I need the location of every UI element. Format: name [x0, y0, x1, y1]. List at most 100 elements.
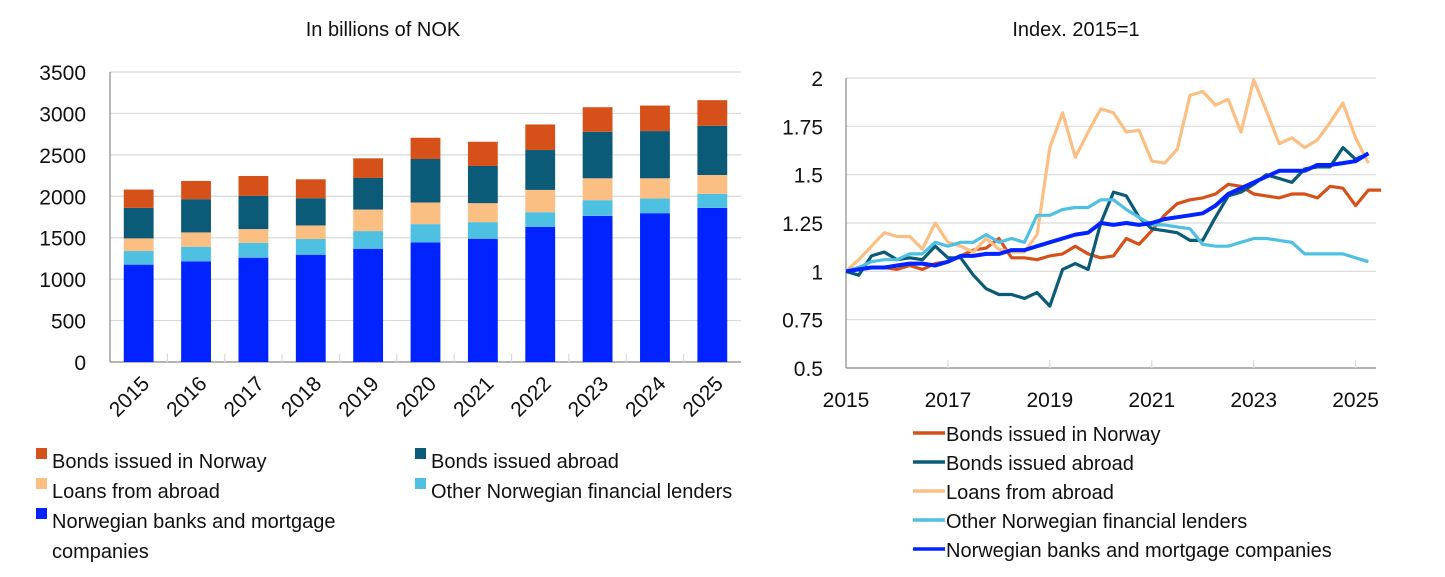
x-tick-label: 2023 — [1230, 389, 1277, 412]
bar-segment — [238, 195, 269, 230]
bar-segment — [582, 178, 613, 201]
legend-label: Other Norwegian financial lenders — [946, 511, 1247, 533]
legend-label: Norwegian banks and mortgage — [52, 511, 336, 533]
x-tick-label: 2023 — [564, 372, 613, 421]
bar-segment — [525, 189, 556, 213]
bar-segment — [238, 229, 269, 243]
legend-swatch — [415, 478, 426, 489]
bar-segment — [410, 242, 441, 362]
y-tick-label: 0.75 — [782, 310, 823, 333]
bar-segment — [295, 239, 326, 255]
y-tick-label: 1.25 — [782, 213, 823, 236]
bar-segment — [582, 131, 613, 179]
x-tick-label: 2024 — [621, 372, 671, 422]
y-tick-label: 1.75 — [782, 116, 823, 139]
x-tick-label: 2025 — [679, 372, 728, 421]
bar-segment — [238, 242, 269, 258]
bar-segment — [640, 131, 670, 179]
series-line — [845, 182, 1382, 273]
bar-segment — [697, 100, 728, 126]
bar-segment — [181, 180, 211, 200]
bar-segment — [467, 203, 498, 223]
bar-segment — [525, 212, 556, 227]
bar-segment — [525, 226, 556, 362]
bar-segment — [697, 174, 728, 194]
legend-label: companies — [52, 541, 149, 563]
bar-chart: 0 500 1000 1500 2000 2500 3000 3500 2015 2016 2017… — [36, 62, 741, 563]
bar-segment — [582, 107, 613, 132]
legend-label: Bonds issued abroad — [431, 451, 619, 473]
bar-segment — [640, 178, 670, 199]
bar-segment — [181, 232, 211, 247]
y-tick-label: 1.5 — [794, 165, 823, 188]
bar-segment — [353, 177, 384, 210]
bar-segment — [640, 105, 670, 132]
bar-segment — [467, 165, 498, 204]
y-tick-label: 1500 — [39, 228, 86, 251]
bar-segment — [467, 141, 498, 166]
bar-segment — [353, 248, 384, 362]
x-tick-label: 2015 — [823, 389, 870, 412]
x-tick-label: 2018 — [277, 372, 326, 421]
bar-segment — [410, 202, 441, 225]
series-line — [845, 151, 1370, 274]
x-tick-label: 2017 — [925, 389, 972, 412]
y-tick-label: 500 — [51, 311, 86, 334]
bar-segment — [181, 199, 211, 233]
bar-segment — [697, 207, 728, 362]
bar-segment — [123, 189, 154, 208]
bar-segment — [123, 251, 154, 265]
x-tick-label: 2021 — [1128, 389, 1175, 412]
x-tick-label: 2022 — [506, 372, 555, 421]
series-line — [845, 146, 1370, 308]
x-tick-label: 2015 — [105, 372, 154, 421]
bar-segment — [123, 264, 154, 362]
x-tick-label: 2017 — [220, 372, 269, 421]
bar-segment — [410, 159, 441, 203]
y-tick-label: 2000 — [39, 186, 86, 209]
legend-swatch — [36, 508, 47, 519]
bar-segment — [640, 198, 670, 214]
x-tick-label: 2020 — [392, 372, 441, 421]
legend-label: Norwegian banks and mortgage companies — [946, 540, 1332, 562]
x-tick-label: 2021 — [449, 372, 498, 421]
legend-label: Bonds issued in Norway — [52, 451, 267, 473]
bar-segment — [295, 254, 326, 362]
legend-swatch — [415, 448, 426, 459]
y-tick-label: 2500 — [39, 145, 86, 168]
bar-segment — [295, 225, 326, 240]
legend-swatch — [36, 448, 47, 459]
y-tick-label: 1 — [811, 261, 823, 284]
legend-swatch — [36, 478, 47, 489]
bar-segment — [238, 175, 269, 196]
bar-segment — [582, 215, 613, 362]
x-tick-label: 2025 — [1332, 389, 1379, 412]
bar-segment — [295, 198, 326, 226]
bar-segment — [640, 213, 670, 362]
bar-segment — [353, 158, 384, 178]
bar-segment — [697, 125, 728, 175]
bar-segment — [525, 150, 556, 190]
bar-segment — [181, 261, 211, 362]
line-chart: 0.5 0.75 1 1.25 1.5 1.75 2 2015 2017 2019 2021 2023… — [782, 68, 1382, 562]
bar-segment — [353, 209, 384, 232]
y-tick-label: 2 — [811, 68, 823, 91]
y-tick-label: 0.5 — [794, 358, 823, 381]
legend-label: Loans from abroad — [946, 482, 1114, 504]
y-tick-label: 0 — [74, 352, 86, 375]
legend-label: Other Norwegian financial lenders — [431, 481, 732, 503]
y-tick-label: 1000 — [39, 269, 86, 292]
bar-segment — [410, 224, 441, 243]
bar-segment — [123, 207, 154, 239]
x-tick-label: 2016 — [162, 372, 211, 421]
bar-segment — [410, 137, 441, 159]
y-tick-label: 3000 — [39, 103, 86, 126]
legend-label: Bonds issued in Norway — [946, 424, 1161, 446]
bar-segment — [697, 193, 728, 208]
bar-segment — [525, 124, 556, 151]
line-chart-title: Index. 2015=1 — [1012, 19, 1139, 41]
y-tick-label: 3500 — [39, 62, 86, 85]
bar-segment — [582, 200, 613, 216]
x-tick-label: 2019 — [334, 372, 383, 421]
